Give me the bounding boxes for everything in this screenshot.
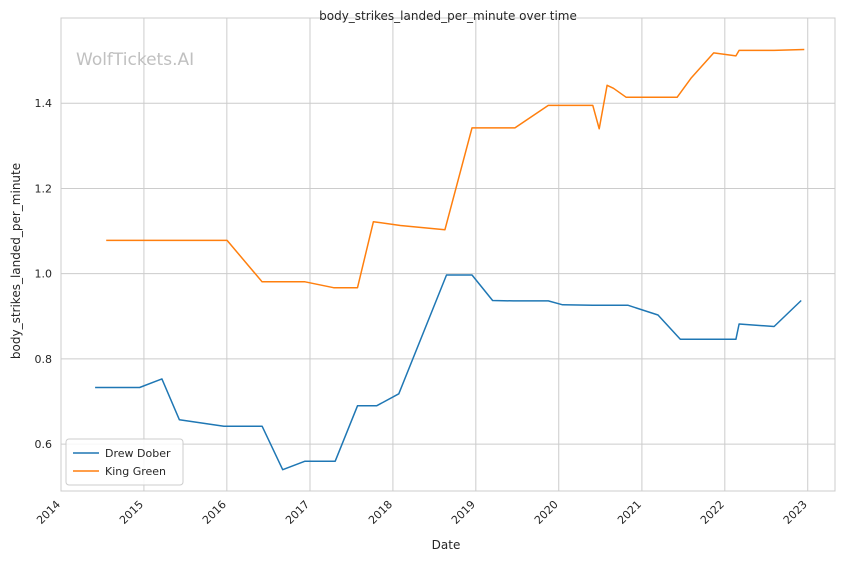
y-tick-label: 1.2 <box>35 182 53 195</box>
y-axis-title: body_strikes_landed_per_minute <box>9 163 23 359</box>
y-tick-label: 0.6 <box>35 438 53 451</box>
x-axis-title: Date <box>432 538 461 552</box>
plot-frame <box>60 17 836 492</box>
chart-title: body_strikes_landed_per_minute over time <box>319 9 577 23</box>
legend-label-king-green: King Green <box>105 465 166 478</box>
y-tick-label: 0.8 <box>35 353 53 366</box>
y-tick-labels: 0.6 0.8 1.0 1.2 1.4 <box>35 97 53 451</box>
series-line-king-green <box>106 48 805 289</box>
legend-box <box>65 438 184 486</box>
y-tick-label: 1.0 <box>35 268 53 281</box>
watermark: WolfTickets.AI <box>76 50 194 70</box>
legend: Drew Dober King Green <box>65 438 184 486</box>
series-layer <box>95 48 805 471</box>
y-tick-label: 1.4 <box>35 97 53 110</box>
series-line-drew-dober <box>95 274 802 471</box>
legend-label-drew-dober: Drew Dober <box>105 447 171 460</box>
